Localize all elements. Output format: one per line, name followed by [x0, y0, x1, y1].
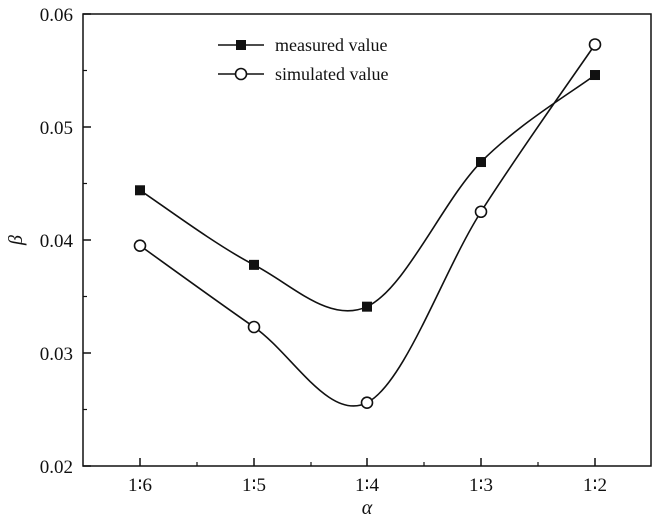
data-point-square	[476, 157, 486, 168]
data-point-square	[590, 70, 600, 81]
legend: measured value simulated value	[218, 35, 388, 84]
x-tick-label: 1∶5	[242, 475, 266, 496]
data-point-circle	[133, 239, 147, 252]
legend-label: simulated value	[275, 64, 388, 84]
series-measured	[135, 70, 600, 312]
y-tick-label: 0.03	[40, 344, 73, 365]
data-point-circle	[474, 205, 488, 219]
legend-label: measured value	[275, 35, 387, 55]
y-axis: 0.02 0.03 0.04 0.05 0.06	[40, 5, 91, 478]
series-line	[139, 74, 596, 312]
legend-item: simulated value	[218, 64, 388, 84]
series-simulated	[133, 38, 602, 410]
x-tick-label: 1∶3	[469, 475, 493, 496]
data-point-circle	[360, 396, 374, 410]
y-tick-label: 0.05	[40, 118, 73, 139]
x-tick-label: 1∶2	[583, 475, 607, 496]
y-tick-label: 0.04	[40, 231, 74, 252]
legend-square-marker	[236, 40, 246, 50]
data-point-square	[362, 301, 372, 312]
data-point-square	[249, 259, 259, 270]
y-tick-label: 0.06	[40, 5, 73, 26]
data-point-circle	[588, 38, 602, 51]
series-layer	[133, 38, 602, 410]
x-tick-label: 1∶6	[128, 475, 152, 496]
data-point-square	[135, 185, 145, 196]
data-point-circle	[247, 320, 261, 334]
y-tick-label: 0.02	[40, 457, 73, 478]
x-axis-title: α	[362, 497, 373, 519]
x-axis: 1∶6 1∶5 1∶4 1∶3 1∶2	[128, 458, 607, 496]
y-axis-title: β	[5, 235, 27, 246]
legend-item: measured value	[218, 35, 387, 55]
legend-circle-marker	[234, 67, 248, 81]
x-tick-label: 1∶4	[355, 475, 379, 496]
series-line	[139, 44, 596, 407]
